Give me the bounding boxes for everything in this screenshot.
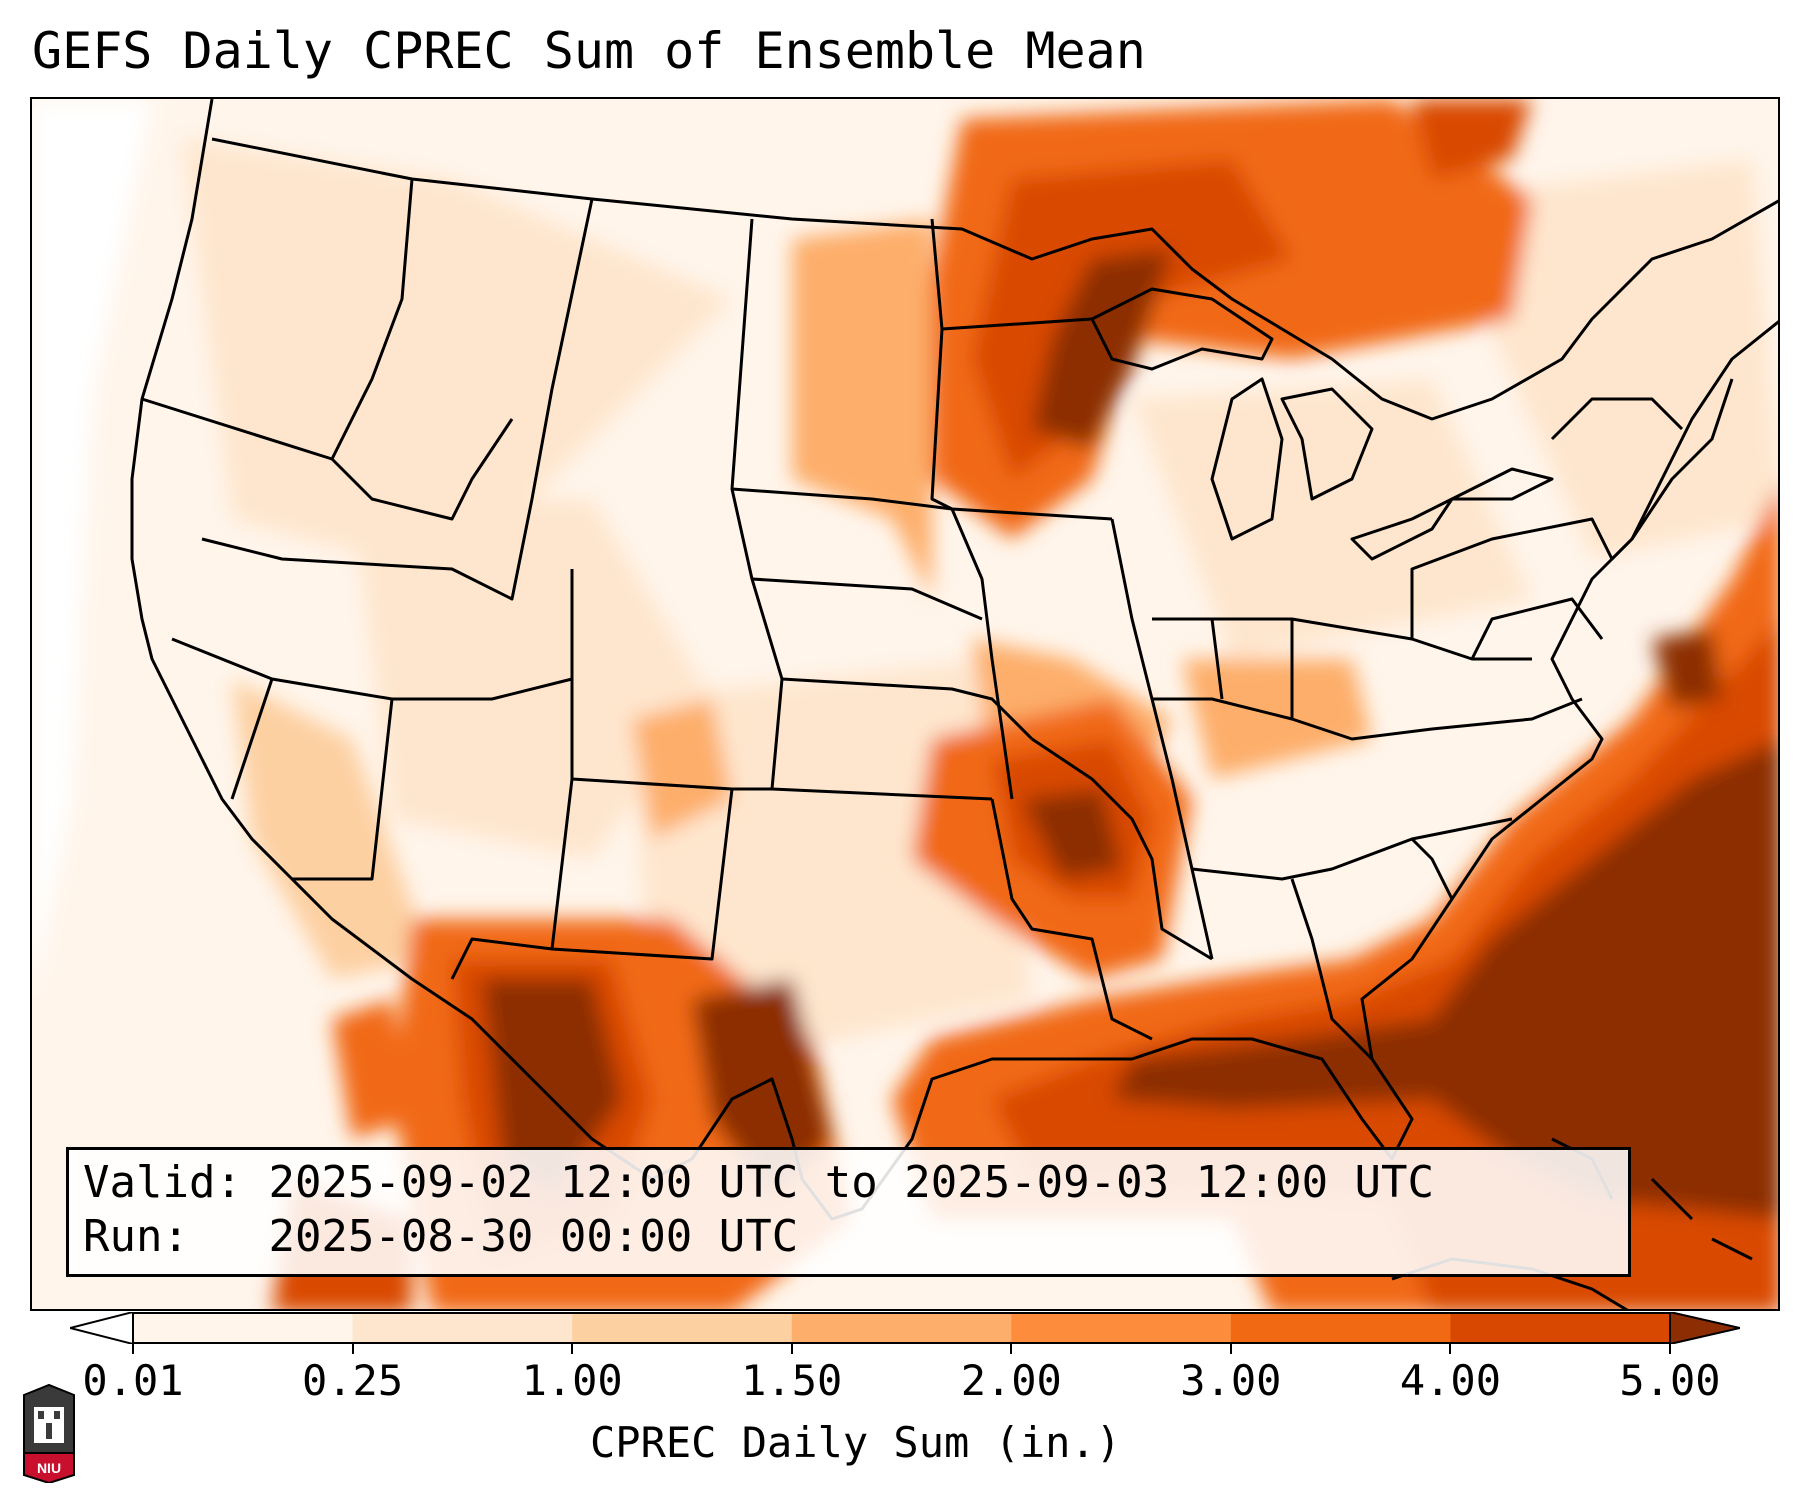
- colorbar-cell: [1011, 1312, 1232, 1344]
- valid-run-info-box: Valid: 2025-09-02 12:00 UTC to 2025-09-0…: [66, 1147, 1631, 1277]
- colorbar-tick-mark: [1669, 1344, 1671, 1354]
- colorbar-cell: [791, 1312, 1012, 1344]
- run-label: Run:: [83, 1211, 189, 1262]
- colorbar-tick-label: 5.00: [1619, 1356, 1721, 1405]
- colorbar-title: CPREC Daily Sum (in.): [590, 1418, 1122, 1467]
- colorbar-tick-label: 1.50: [741, 1356, 843, 1405]
- colorbar-cell: [352, 1312, 573, 1344]
- valid-value: 2025-09-02 12:00 UTC to 2025-09-03 12:00…: [268, 1157, 1435, 1208]
- map-title: GEFS Daily CPREC Sum of Ensemble Mean: [32, 22, 1146, 80]
- colorbar-extend-min: [70, 1312, 134, 1344]
- colorbar-cell: [1230, 1312, 1451, 1344]
- colorbar-tick-label: 0.01: [82, 1356, 184, 1405]
- colorbar-tick-label: 0.25: [301, 1356, 404, 1405]
- colorbar-tick-mark: [351, 1344, 354, 1354]
- colorbar-cell: [1450, 1312, 1671, 1344]
- colorbar-tick-label: 2.00: [960, 1356, 1062, 1405]
- colorbar-tick-mark: [571, 1344, 574, 1354]
- map-svg: [32, 99, 1778, 1309]
- logo-text: NIU: [37, 1460, 61, 1476]
- valid-label: Valid:: [83, 1157, 242, 1208]
- boundaries: [130, 99, 1778, 1309]
- colorbar-tick-mark: [132, 1344, 134, 1354]
- niu-logo: NIU: [23, 1383, 75, 1483]
- colorbar-tick-label: 1.00: [521, 1356, 623, 1405]
- colorbar-border: [132, 1312, 1671, 1344]
- colorbar-tick-mark: [1449, 1344, 1452, 1354]
- colorbar: [70, 1312, 1740, 1344]
- colorbar-extend-max: [1669, 1312, 1740, 1344]
- colorbar-tick-mark: [1229, 1344, 1232, 1354]
- colorbar-cell: [133, 1312, 354, 1344]
- colorbar-tick-mark: [790, 1344, 793, 1354]
- colorbar-cell: [572, 1312, 793, 1344]
- run-value: 2025-08-30 00:00 UTC: [268, 1211, 799, 1262]
- colorbar-tick-label: 3.00: [1180, 1356, 1282, 1405]
- colorbar-tick-label: 4.00: [1399, 1356, 1501, 1405]
- colorbar-tick-mark: [1010, 1344, 1013, 1354]
- precip-map: [30, 97, 1780, 1311]
